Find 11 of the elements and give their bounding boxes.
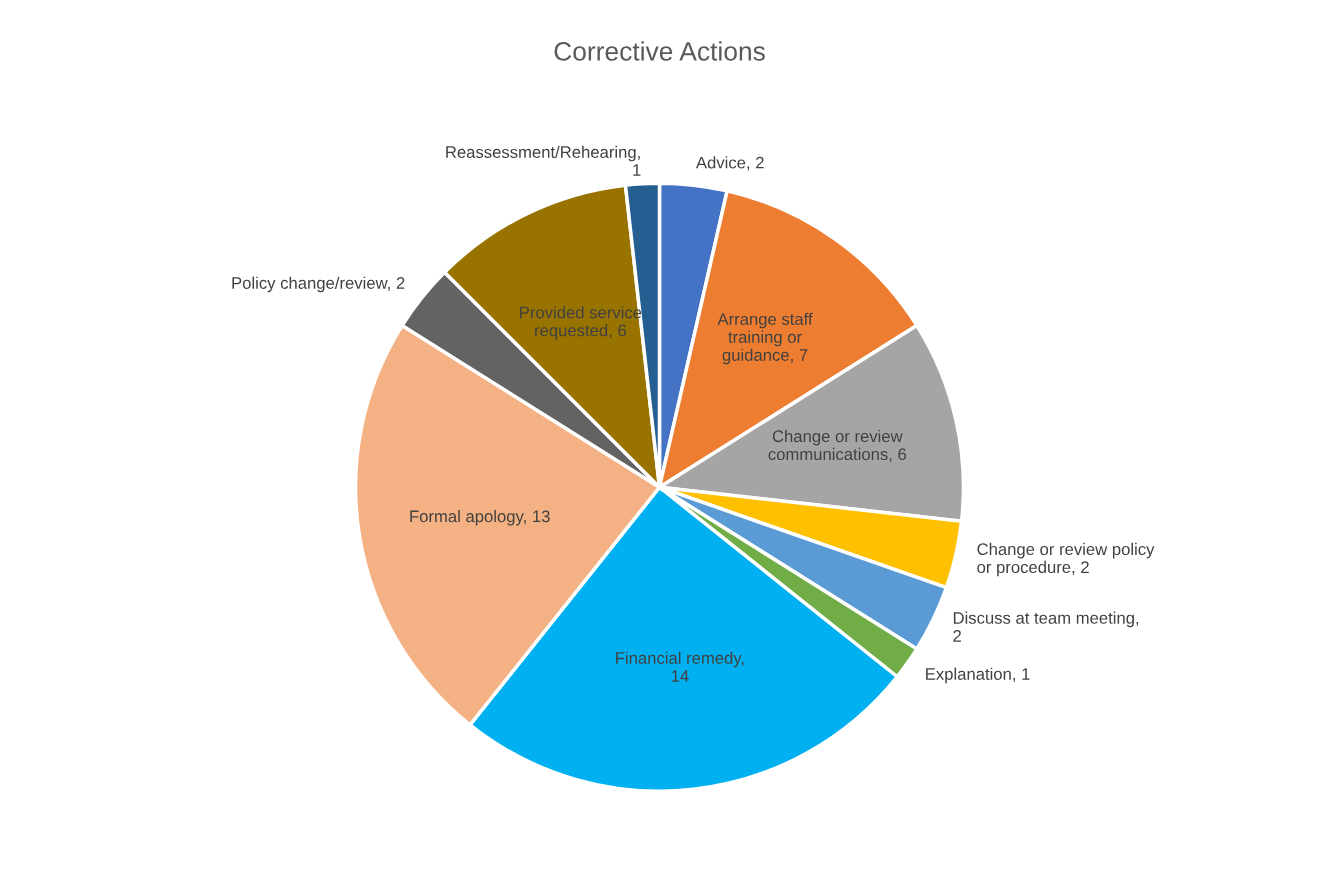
slice-label: Explanation, 1	[926, 667, 1030, 684]
slice-label: Change or review policy or procedure, 2	[977, 542, 1155, 577]
slice-label: Discuss at team meeting, 2	[953, 611, 1139, 642]
slice-label: Formal apology, 13	[410, 510, 550, 526]
chart-title: Corrective Actions	[554, 41, 765, 61]
slice-label: Arrange staff training or guidance, 7	[717, 312, 813, 365]
slice-label: Change or review communications, 6	[768, 429, 907, 463]
slice-label: Reassessment/Rehearing, 1	[446, 145, 641, 176]
slice-label: Policy change/review, 2	[232, 276, 405, 293]
slice-label: Advice, 2	[695, 156, 764, 171]
slice-label: Financial remedy, 14	[616, 651, 744, 682]
